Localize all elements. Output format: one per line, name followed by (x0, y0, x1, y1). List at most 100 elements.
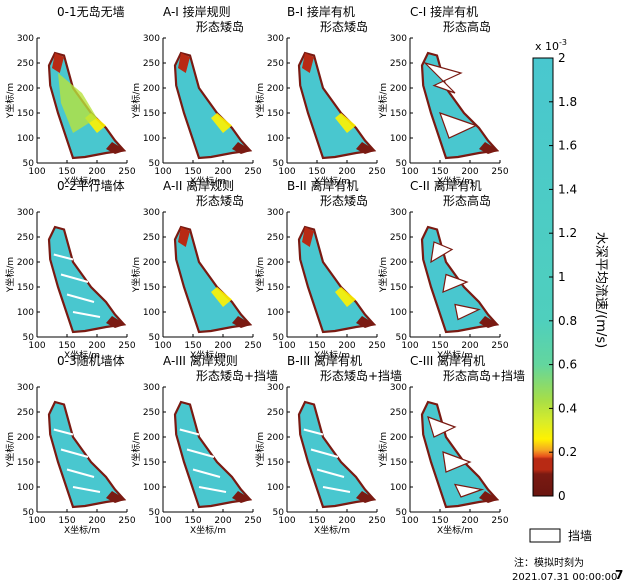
y-axis-label: Y坐标/m (254, 83, 266, 119)
x-tick-label: 200 (338, 341, 355, 351)
x-tick-label: 100 (278, 167, 295, 177)
x-axis-label: X坐标/m (64, 349, 100, 361)
y-tick-label: 200 (17, 433, 34, 443)
panel-title: 0-1无岛无墙 (57, 4, 125, 19)
y-tick-label: 250 (390, 59, 407, 69)
y-tick-label: 100 (390, 134, 407, 144)
y-tick-label: 200 (17, 258, 34, 268)
colorbar-label: 水深平均流速/(m/s) (593, 232, 608, 348)
transition-zone (335, 113, 356, 133)
colorbar-tick-label: 0.4 (558, 401, 577, 415)
y-tick-label: 50 (273, 333, 285, 343)
flow-domain (47, 225, 127, 334)
panel-title: B-III 离岸有机 (287, 353, 362, 368)
panel-subtitle: 形态矮岛+挡墙 (320, 368, 402, 383)
transition-zone (211, 287, 232, 307)
y-tick-label: 300 (143, 208, 160, 218)
colorbar-tick-label: 2 (558, 51, 566, 65)
wall-segment (60, 448, 89, 458)
x-tick-label: 200 (214, 341, 231, 351)
y-tick-label: 250 (143, 59, 160, 69)
colorbar-tick-label: 1.2 (558, 226, 577, 240)
y-tick-label: 100 (17, 134, 34, 144)
y-tick-label: 200 (143, 258, 160, 268)
outlet-zone (106, 142, 126, 154)
x-tick-label: 250 (118, 167, 135, 177)
y-tick-label: 200 (267, 84, 284, 94)
panel-3: 100 150 200 25050100150200250300X坐标/mY坐标/mB… (254, 4, 386, 187)
panel-7: 100 150 200 25050100150200250300X坐标/mY坐标/mB… (254, 178, 386, 361)
y-tick-label: 200 (390, 433, 407, 443)
y-tick-label: 250 (390, 408, 407, 418)
panel-subtitle: 形态高岛+挡墙 (443, 368, 525, 383)
x-axis-label: X坐标/m (190, 175, 226, 187)
panel-8: 100 150 200 25050100150200250300X坐标/mY坐标/mC… (377, 178, 509, 361)
x-tick-label: 100 (154, 167, 171, 177)
colorbar-ticks: 0 0.2 0.4 0.6 0.8 1 1.2 1.4 1.6 1.8 2 (549, 51, 577, 503)
y-tick-label: 300 (390, 34, 407, 44)
x-tick-label: 200 (88, 167, 105, 177)
panel-title: 0-3随机墙体 (57, 353, 125, 368)
colorbar: 0 0.2 0.4 0.6 0.8 1 1.2 1.4 1.6 1.8 2 x 10-3 水深平均流… (532, 38, 608, 503)
y-tick-label: 100 (143, 308, 160, 318)
island-obstacle (422, 61, 463, 94)
colorbar-tick-label: 1.8 (558, 95, 577, 109)
y-tick-label: 50 (396, 333, 408, 343)
x-tick-label: 150 (184, 167, 201, 177)
x-tick-label: 100 (154, 341, 171, 351)
x-tick-label: 250 (244, 516, 261, 526)
y-tick-label: 250 (17, 59, 34, 69)
x-tick-label: 150 (184, 516, 201, 526)
colorbar-tick-label: 0 (558, 489, 566, 503)
wall-segment (316, 468, 345, 478)
panel-title: A-III 离岸规则 (163, 353, 238, 368)
x-axis-label: X坐标/m (314, 524, 350, 536)
x-tick-label: 100 (278, 516, 295, 526)
x-tick-label: 150 (431, 516, 448, 526)
y-tick-label: 300 (390, 383, 407, 393)
y-axis-label: Y坐标/m (377, 257, 389, 293)
panels-group: 100 150 200 25050100150200250300X坐标/mY坐标/m0… (4, 4, 525, 536)
y-tick-label: 100 (143, 134, 160, 144)
transition-zone (211, 113, 232, 133)
x-tick-label: 200 (338, 516, 355, 526)
panel-title: 0-2平行墙体 (57, 179, 125, 193)
y-tick-label: 300 (143, 34, 160, 44)
x-axis-label: X坐标/m (314, 349, 350, 361)
panel-6: 100 150 200 25050100150200250300X坐标/mY坐标/mA… (130, 178, 262, 361)
panel-11: 100 150 200 25050100150200250300X坐标/mY坐标/mB… (254, 353, 402, 536)
y-axis-label: Y坐标/m (4, 432, 16, 468)
y-axis-label: Y坐标/m (254, 257, 266, 293)
island-obstacle (453, 483, 485, 498)
outlet-zone (479, 142, 499, 154)
y-tick-label: 50 (273, 159, 285, 169)
low-velocity-zone (302, 53, 314, 73)
x-tick-label: 150 (58, 516, 75, 526)
outlet-zone (356, 491, 376, 503)
y-tick-label: 200 (143, 433, 160, 443)
panel-title: B-II 离岸有机 (287, 178, 358, 193)
y-tick-label: 250 (143, 408, 160, 418)
y-tick-label: 100 (17, 308, 34, 318)
panel-subtitle: 形态矮岛 (320, 19, 368, 34)
x-tick-label: 100 (28, 516, 45, 526)
outlet-zone (356, 316, 376, 328)
panel-1: 100 150 200 25050100150200250300X坐标/mY坐标/m0… (4, 4, 136, 187)
panel-subtitle: 形态矮岛+挡墙 (196, 368, 278, 383)
y-tick-label: 200 (267, 433, 284, 443)
y-tick-label: 200 (143, 84, 160, 94)
colorbar-tick-label: 1 (558, 270, 566, 284)
y-tick-label: 200 (267, 258, 284, 268)
x-axis-label: X坐标/m (437, 524, 473, 536)
island-obstacle (430, 241, 454, 264)
y-tick-label: 50 (149, 508, 161, 518)
y-axis-label: Y坐标/m (4, 257, 16, 293)
x-tick-label: 100 (401, 516, 418, 526)
wall-segment (310, 448, 339, 458)
x-tick-label: 250 (491, 516, 508, 526)
island-obstacle (427, 416, 457, 438)
y-tick-label: 250 (143, 233, 160, 243)
y-axis-label: Y坐标/m (254, 432, 266, 468)
y-tick-label: 300 (267, 383, 284, 393)
